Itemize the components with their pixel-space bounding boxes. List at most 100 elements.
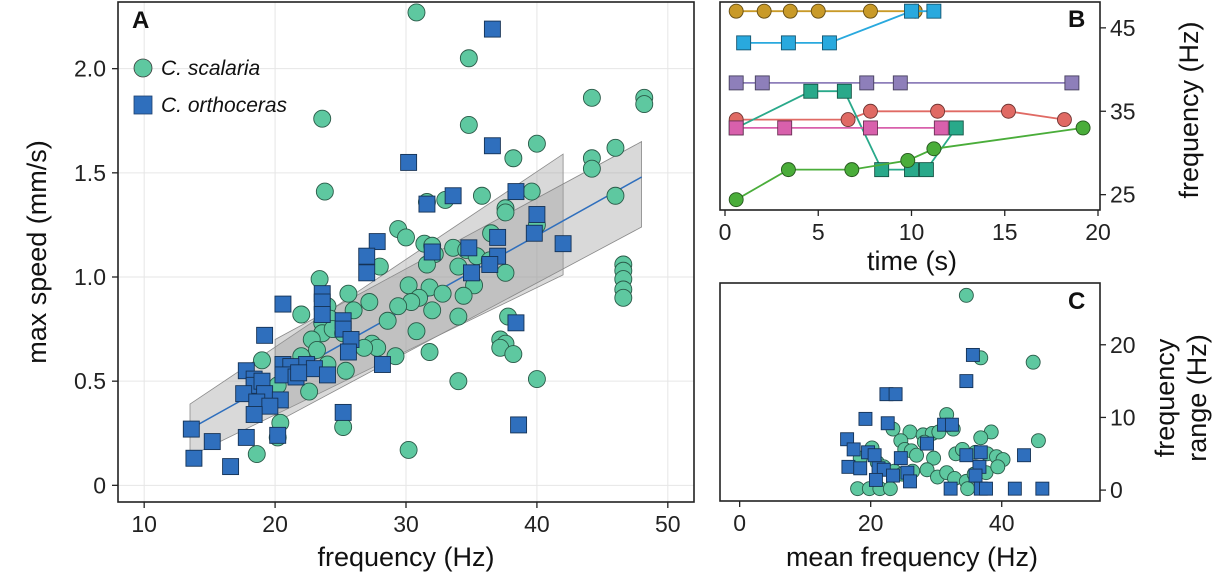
scalaria-point (1030, 433, 1046, 449)
scalaria-point (459, 115, 478, 134)
panel-b-x-tick-label: 20 (1085, 219, 1111, 245)
scalaria-point (960, 481, 976, 497)
orthoceras-point (400, 153, 418, 171)
scalaria-point (336, 361, 355, 380)
scalaria-point (313, 109, 332, 128)
series-marker-s7 (844, 162, 860, 178)
scalaria-point (504, 149, 523, 168)
scalaria-point (310, 270, 329, 289)
series-marker-s4 (1001, 103, 1016, 119)
orthoceras-point (483, 137, 501, 155)
scalaria-point (420, 343, 439, 361)
orthoceras-point (460, 239, 478, 257)
scalaria-point (360, 293, 379, 311)
orthoceras-point (965, 347, 980, 362)
panel-a-y-tick-label: 0.5 (74, 368, 106, 394)
orthoceras-point (979, 481, 993, 496)
scalaria-point (339, 284, 358, 303)
orthoceras-point (237, 428, 255, 446)
scalaria-point (909, 447, 925, 463)
series-marker-s2 (926, 3, 942, 19)
orthoceras-point (841, 459, 856, 474)
scalaria-point (247, 445, 266, 464)
panel-a-x-tick-label: 20 (262, 511, 288, 537)
panel-a: 10 20 30 40 50 0 0.5 1.0 1.5 2.0 A C. scalaria C… (22, 1, 695, 572)
panel-c-ylabel-line1: frequency (1150, 338, 1180, 457)
orthoceras-point (944, 417, 959, 432)
series-marker-s7 (900, 153, 916, 168)
panel-c-x-tick-label: 40 (989, 510, 1015, 536)
orthoceras-point (274, 295, 292, 313)
panel-a-y-tick-label: 1.5 (74, 160, 106, 186)
orthoceras-point (261, 397, 279, 415)
series-marker-s4 (1056, 112, 1072, 128)
series-marker-s5 (836, 83, 852, 99)
orthoceras-point (483, 20, 501, 38)
orthoceras-point (368, 233, 386, 251)
panel-a-x-tick-label: 50 (655, 511, 681, 537)
scalaria-point (504, 345, 523, 364)
series-marker-s2 (821, 35, 837, 51)
panel-b-x-tick-label: 15 (992, 219, 1018, 245)
series-marker-s1 (756, 3, 772, 19)
orthoceras-point (959, 448, 974, 463)
panel-b-xlabel: time (s) (867, 246, 957, 276)
series-marker-s3 (754, 75, 770, 91)
orthoceras-point (959, 374, 974, 389)
orthoceras-point (1035, 481, 1050, 496)
panel-b-x-tick-label: 5 (812, 219, 825, 245)
scalaria-point (253, 351, 271, 370)
panel-a-x-tick-label: 30 (393, 511, 419, 537)
panel-b: 0 5 10 15 20 25 35 45 B time (s) frequency (Hz… (719, 1, 1204, 276)
series-marker-s3 (859, 75, 875, 91)
orthoceras-point (903, 474, 917, 489)
orthoceras-point (222, 458, 240, 476)
series-marker-s6 (933, 120, 949, 136)
scalaria-point (300, 382, 319, 401)
scalaria-point (582, 88, 601, 107)
series-line-s4 (736, 110, 1065, 121)
orthoceras-point (525, 224, 543, 242)
series-marker-s1 (863, 3, 878, 19)
orthoceras-point (313, 306, 331, 323)
orthoceras-point (510, 416, 528, 434)
series-marker-s2 (780, 35, 796, 51)
series-marker-s4 (930, 103, 946, 119)
series-marker-s2 (736, 35, 752, 51)
series-marker-s5 (948, 120, 964, 136)
scalaria-point (454, 286, 473, 305)
orthoceras-point (920, 436, 934, 451)
panel-a-label: A (132, 7, 149, 34)
scalaria-point (449, 372, 468, 391)
scalaria-point (614, 288, 633, 307)
panel-c-x-tick-label: 20 (858, 510, 884, 536)
scalaria-point (582, 159, 601, 178)
orthoceras-point (463, 264, 480, 282)
scalaria-point (407, 322, 426, 341)
panel-b-y-tick-label: 25 (1110, 182, 1136, 208)
orthoceras-point (554, 235, 572, 253)
scalaria-point (407, 3, 426, 22)
scalaria-point (527, 134, 546, 153)
orthoceras-point (507, 314, 525, 332)
orthoceras-point (334, 403, 352, 421)
scalaria-point (378, 311, 397, 330)
panel-b-y-tick-label: 35 (1110, 98, 1136, 124)
scalaria-point (399, 440, 418, 459)
scalaria-point (958, 287, 974, 303)
series-marker-s4 (840, 112, 856, 128)
panel-a-xlabel: frequency (Hz) (317, 542, 494, 572)
panel-a-y-tick-label: 2.0 (74, 56, 106, 82)
series-marker-s6 (728, 120, 744, 136)
series-marker-s7 (926, 141, 942, 157)
series-line-s5 (735, 90, 958, 171)
scalaria-point (973, 430, 989, 446)
series-line-s7 (735, 127, 1084, 201)
orthoceras-point (203, 433, 221, 451)
orthoceras-point (339, 343, 357, 361)
scalaria-point (606, 138, 625, 157)
panel-b-x-tick-label: 10 (899, 219, 925, 245)
scalaria-point (449, 307, 468, 326)
series-marker-s5 (803, 83, 819, 99)
